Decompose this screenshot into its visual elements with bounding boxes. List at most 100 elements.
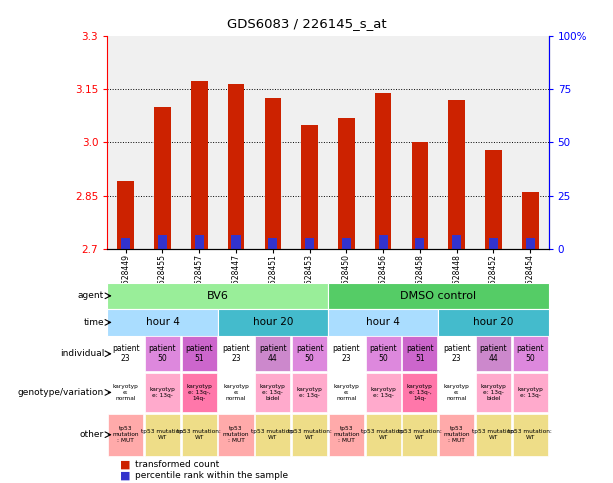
Text: tp53 mutation:
WT: tp53 mutation: WT xyxy=(140,429,185,440)
Text: patient
50: patient 50 xyxy=(516,344,544,364)
Text: ■: ■ xyxy=(120,460,130,469)
Bar xyxy=(402,414,438,455)
Bar xyxy=(365,414,401,455)
Bar xyxy=(439,414,474,455)
Bar xyxy=(412,142,428,249)
Bar xyxy=(108,414,143,455)
Text: patient
50: patient 50 xyxy=(295,344,324,364)
Bar xyxy=(265,98,281,249)
Text: patient
50: patient 50 xyxy=(148,344,177,364)
Bar xyxy=(328,309,438,336)
Bar xyxy=(108,336,143,371)
Bar xyxy=(292,373,327,412)
Text: tp53 mutation:
WT: tp53 mutation: WT xyxy=(398,429,442,440)
Bar xyxy=(329,414,364,455)
Bar xyxy=(255,373,291,412)
Bar xyxy=(439,336,474,371)
Text: ■: ■ xyxy=(120,470,130,480)
Bar xyxy=(439,373,474,412)
Bar xyxy=(218,336,254,371)
Text: genotype/variation: genotype/variation xyxy=(18,388,104,397)
Text: tp53
mutation
: MUT: tp53 mutation : MUT xyxy=(223,426,249,443)
Bar xyxy=(329,373,364,412)
Text: karyotyp
e:
normal: karyotyp e: normal xyxy=(333,384,359,401)
Bar xyxy=(489,238,498,249)
Bar xyxy=(375,93,392,249)
Bar xyxy=(228,84,244,249)
Text: patient
44: patient 44 xyxy=(259,344,287,364)
Bar xyxy=(118,182,134,249)
Text: patient
50: patient 50 xyxy=(369,344,397,364)
Text: karyotyp
e: 13q-
bidel: karyotyp e: 13q- bidel xyxy=(260,384,286,401)
Bar xyxy=(402,373,438,412)
Text: patient
23: patient 23 xyxy=(222,344,250,364)
Bar xyxy=(191,81,207,249)
Text: karyotyp
e: 13q-: karyotyp e: 13q- xyxy=(297,387,322,398)
Text: tp53 mutation:
WT: tp53 mutation: WT xyxy=(471,429,516,440)
Bar xyxy=(255,336,291,371)
Text: agent: agent xyxy=(78,291,104,300)
Text: time: time xyxy=(83,318,104,327)
Text: tp53 mutation:
WT: tp53 mutation: WT xyxy=(177,429,221,440)
Bar xyxy=(195,235,204,249)
Bar xyxy=(438,309,549,336)
Bar xyxy=(365,336,401,371)
Text: karyotyp
e: 13q-,
14q-: karyotyp e: 13q-, 14q- xyxy=(186,384,212,401)
Bar xyxy=(145,373,180,412)
Text: patient
23: patient 23 xyxy=(112,344,140,364)
Bar xyxy=(328,283,549,309)
Bar xyxy=(485,150,502,249)
Bar xyxy=(268,238,277,249)
Bar xyxy=(108,373,143,412)
Text: tp53 mutation:
WT: tp53 mutation: WT xyxy=(508,429,552,440)
Bar xyxy=(416,238,424,249)
Bar xyxy=(305,238,314,249)
Text: tp53
mutation
: MUT: tp53 mutation : MUT xyxy=(333,426,360,443)
Bar xyxy=(218,373,254,412)
Text: karyotyp
e: 13q-,
14q-: karyotyp e: 13q-, 14q- xyxy=(407,384,433,401)
Text: hour 4: hour 4 xyxy=(366,317,400,327)
Text: karyotyp
e: 13q-
bidel: karyotyp e: 13q- bidel xyxy=(481,384,506,401)
Bar xyxy=(121,238,130,249)
Bar xyxy=(181,414,217,455)
Bar xyxy=(512,336,548,371)
Bar xyxy=(379,235,387,249)
Bar xyxy=(476,373,511,412)
Bar xyxy=(302,125,318,249)
Text: patient
44: patient 44 xyxy=(479,344,508,364)
Bar xyxy=(338,118,354,249)
Bar xyxy=(342,238,351,249)
Bar xyxy=(255,414,291,455)
Bar xyxy=(232,235,240,249)
Bar xyxy=(449,100,465,249)
Text: karyotyp
e: 13q-: karyotyp e: 13q- xyxy=(150,387,175,398)
Text: tp53
mutation
: MUT: tp53 mutation : MUT xyxy=(443,426,470,443)
Bar xyxy=(512,373,548,412)
Bar xyxy=(107,309,218,336)
Text: karyotyp
e:
normal: karyotyp e: normal xyxy=(113,384,139,401)
Bar xyxy=(181,336,217,371)
Text: individual: individual xyxy=(60,349,104,358)
Bar xyxy=(292,414,327,455)
Text: transformed count: transformed count xyxy=(135,460,219,469)
Text: tp53 mutation:
WT: tp53 mutation: WT xyxy=(251,429,295,440)
Text: karyotyp
e:
normal: karyotyp e: normal xyxy=(223,384,249,401)
Bar xyxy=(522,192,538,249)
Text: karyotyp
e:
normal: karyotyp e: normal xyxy=(444,384,470,401)
Text: DMSO control: DMSO control xyxy=(400,291,476,301)
Text: patient
23: patient 23 xyxy=(443,344,471,364)
Bar xyxy=(181,373,217,412)
Bar xyxy=(158,235,167,249)
Bar xyxy=(476,336,511,371)
Text: tp53 mutation:
WT: tp53 mutation: WT xyxy=(361,429,405,440)
Text: GDS6083 / 226145_s_at: GDS6083 / 226145_s_at xyxy=(227,17,386,30)
Bar xyxy=(218,309,328,336)
Bar xyxy=(476,414,511,455)
Bar xyxy=(154,107,170,249)
Text: tp53 mutation:
WT: tp53 mutation: WT xyxy=(287,429,332,440)
Text: tp53
mutation
: MUT: tp53 mutation : MUT xyxy=(112,426,139,443)
Text: hour 4: hour 4 xyxy=(145,317,180,327)
Text: karyotyp
e: 13q-: karyotyp e: 13q- xyxy=(370,387,396,398)
Text: hour 20: hour 20 xyxy=(473,317,514,327)
Text: karyotyp
e: 13q-: karyotyp e: 13q- xyxy=(517,387,543,398)
